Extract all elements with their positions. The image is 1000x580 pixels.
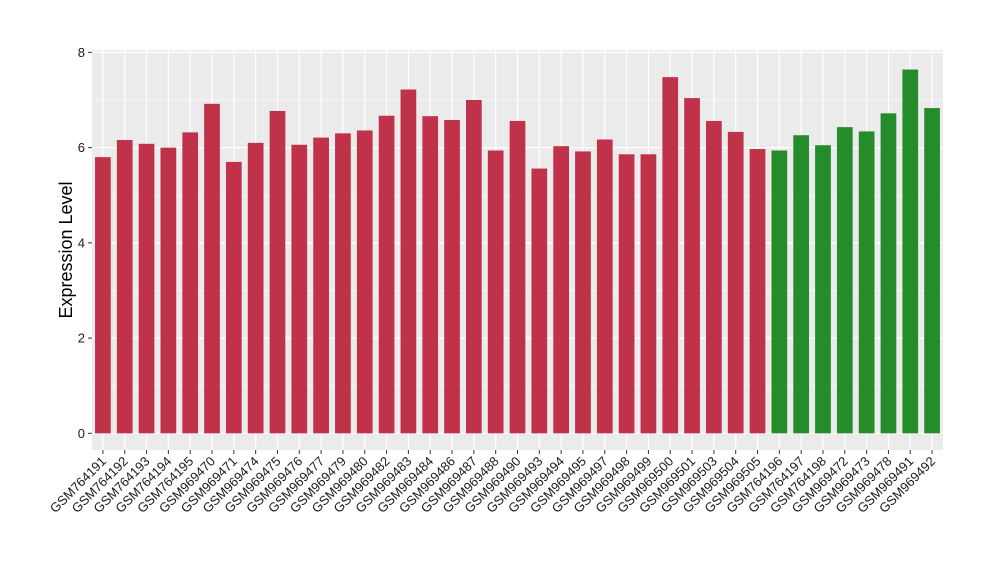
bar-GSM969493: [531, 168, 548, 434]
bar-GSM969494: [553, 146, 569, 434]
bar-GSM969499: [640, 154, 657, 434]
bars: [95, 69, 940, 434]
bar-GSM764196: [771, 150, 788, 434]
bar-GSM969487: [466, 100, 482, 434]
bar-GSM969488: [487, 150, 504, 434]
bar-GSM969503: [706, 120, 722, 434]
bar-GSM969498: [618, 154, 635, 434]
bar-GSM764198: [815, 145, 831, 434]
bar-GSM969483: [400, 89, 417, 434]
bar-GSM969490: [509, 120, 526, 434]
bar-GSM969479: [335, 133, 351, 434]
bar-GSM969473: [858, 131, 875, 434]
y-tick-label: 4: [78, 235, 85, 250]
y-axis-title: Expression Level: [56, 181, 76, 318]
bar-GSM969478: [880, 113, 897, 434]
bar-GSM969472: [836, 127, 853, 434]
bar-GSM969471: [225, 161, 242, 434]
bar-GSM969477: [313, 137, 329, 434]
bar-GSM969486: [444, 120, 460, 434]
bar-GSM969482: [378, 115, 395, 434]
bar-GSM969491: [902, 69, 919, 434]
bar-GSM969470: [204, 103, 220, 434]
y-axis: 0 2 4 6 8: [78, 45, 92, 441]
bar-GSM969476: [291, 144, 308, 434]
y-tick-label: 2: [78, 331, 85, 346]
bar-GSM969505: [749, 149, 766, 434]
bar-GSM969501: [684, 98, 700, 434]
bar-GSM764191: [95, 157, 111, 434]
bar-GSM969480: [356, 130, 373, 434]
bar-GSM969500: [662, 77, 679, 434]
bar-GSM764193: [138, 143, 155, 434]
bar-GSM969484: [422, 116, 439, 434]
bar-GSM764192: [116, 140, 133, 434]
y-tick-label: 8: [78, 45, 85, 60]
bar-GSM764197: [793, 135, 810, 434]
x-axis: GSM764191GSM764192GSM764193GSM764194GSM7…: [47, 450, 938, 516]
bar-GSM969495: [575, 151, 591, 434]
bar-GSM969475: [269, 110, 286, 434]
y-tick-label: 0: [78, 426, 85, 441]
bar-GSM969492: [924, 108, 940, 434]
bar-GSM764195: [182, 132, 199, 434]
y-tick-label: 6: [78, 140, 85, 155]
bar-GSM969474: [247, 142, 264, 434]
bar-GSM764194: [160, 147, 177, 434]
bar-GSM969497: [596, 139, 613, 434]
bar-GSM969504: [727, 131, 744, 434]
